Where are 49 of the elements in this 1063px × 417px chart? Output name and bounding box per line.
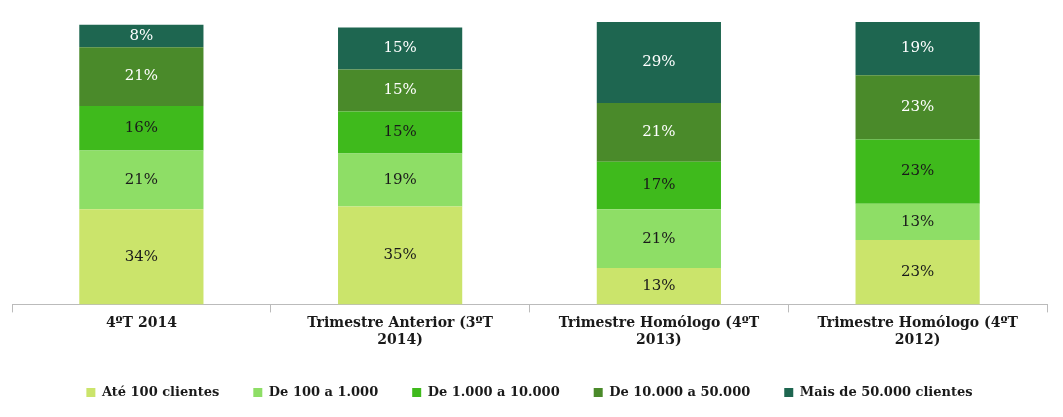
- x-tick-label: Trimestre Homólogo (4ºT 2012): [817, 314, 1019, 348]
- data-label: 19%: [383, 169, 417, 188]
- bar: [855, 240, 980, 305]
- x-tick-label: 4ºT 2014: [105, 314, 178, 331]
- bar: [596, 161, 721, 210]
- data-label: 23%: [900, 97, 935, 116]
- data-label: 15%: [383, 38, 417, 57]
- data-label: 35%: [383, 245, 417, 264]
- bar: [79, 209, 204, 305]
- data-label: 21%: [642, 122, 676, 141]
- bar: [338, 153, 463, 207]
- bar: [596, 103, 721, 162]
- legend-label: De 10.000 a 50.000: [609, 383, 751, 399]
- bar: [596, 268, 721, 305]
- bar: [855, 75, 980, 140]
- bar: [79, 150, 204, 210]
- data-label: 23%: [900, 262, 935, 281]
- data-label: 21%: [124, 169, 159, 188]
- legend-label: Mais de 50.000 clientes: [799, 383, 973, 399]
- data-label: 23%: [900, 161, 935, 180]
- data-label: 17%: [642, 175, 676, 194]
- data-label: 34%: [124, 246, 159, 265]
- data-label: 8%: [129, 25, 154, 44]
- bar: [596, 22, 721, 104]
- bar: [855, 22, 980, 76]
- data-label: 29%: [642, 52, 676, 71]
- bar: [79, 47, 204, 106]
- bar: [79, 24, 204, 48]
- bar: [596, 209, 721, 269]
- data-label: 15%: [383, 122, 417, 141]
- data-label: 21%: [124, 66, 159, 85]
- data-label: 13%: [900, 211, 935, 230]
- data-label: 19%: [900, 38, 935, 57]
- bar: [855, 139, 980, 204]
- bar: [338, 206, 463, 305]
- bar: [855, 203, 980, 241]
- bar: [338, 27, 463, 70]
- bar: [338, 111, 463, 154]
- legend-label: De 1.000 a 10.000: [427, 383, 560, 399]
- data-label: 15%: [383, 80, 417, 99]
- x-tick-label: Trimestre Anterior (3ºT 2014): [307, 314, 494, 348]
- data-label: 16%: [124, 118, 159, 137]
- legend-label: De 100 a 1.000: [268, 383, 379, 399]
- x-tick-label: Trimestre Homólogo (4ºT 2013): [558, 314, 760, 348]
- data-label: 21%: [642, 228, 676, 247]
- legend-label: Até 100 clientes: [100, 383, 220, 399]
- data-label: 13%: [642, 276, 676, 295]
- bar: [338, 69, 463, 112]
- bar: [79, 105, 204, 151]
